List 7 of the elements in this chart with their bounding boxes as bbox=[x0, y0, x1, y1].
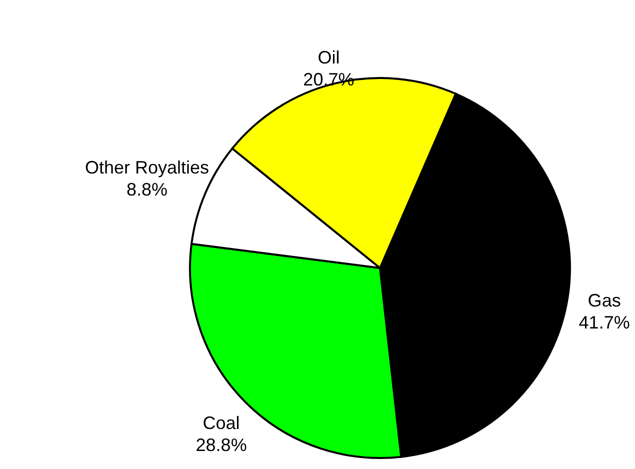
slice-label: Oil bbox=[318, 48, 340, 68]
slice-label: Gas bbox=[588, 290, 621, 311]
data-label: 28.8% bbox=[196, 435, 247, 456]
data-label: 8.8% bbox=[126, 179, 168, 200]
slice-label: Other Royalties bbox=[84, 157, 210, 178]
slice-label: Coal bbox=[202, 413, 240, 434]
data-label: 41.7% bbox=[578, 312, 630, 333]
